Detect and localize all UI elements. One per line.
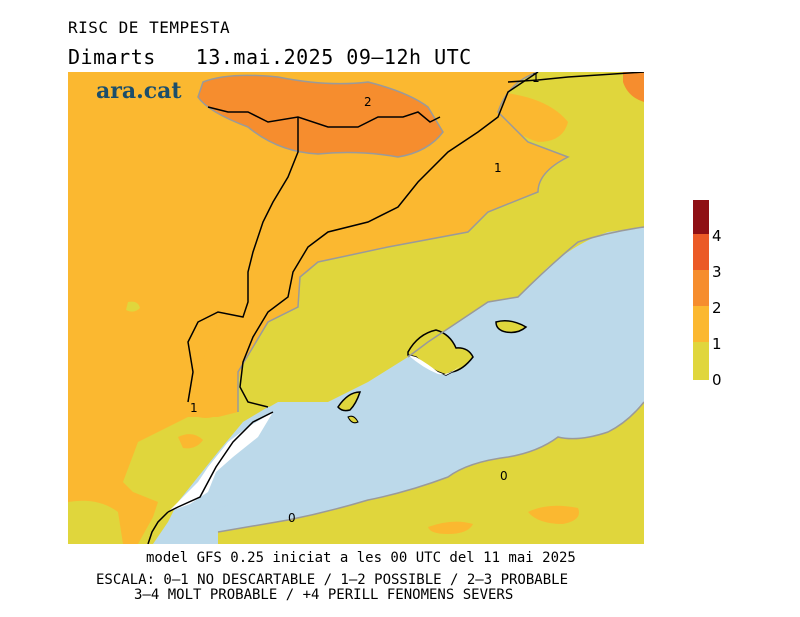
contour-label: 1 <box>190 401 198 415</box>
legend-label: 0 <box>712 371 722 389</box>
forecast-datetime: Dimarts 13.mai.2025 09–12h UTC <box>68 45 512 69</box>
legend-swatch-2-3 <box>693 270 709 306</box>
country-border <box>207 106 441 128</box>
risk-patch <box>126 301 140 312</box>
scale-description-2: 3–4 MOLT PROBABLE / +4 PERILL FENOMENS S… <box>134 587 514 603</box>
legend-swatch-0-1 <box>693 342 709 380</box>
chart-title: RISC DE TEMPESTA <box>68 18 231 37</box>
risk-area-level-2 <box>623 72 644 102</box>
risk-patch <box>68 500 123 544</box>
risk-patch <box>188 262 318 418</box>
legend-label: 2 <box>712 299 722 317</box>
sea <box>173 402 388 522</box>
forecast-day: Dimarts <box>68 45 156 69</box>
legend-swatch-1-2 <box>693 306 709 342</box>
border-east <box>507 72 644 83</box>
scale-description-1: ESCALA: 0–1 NO DESCARTABLE / 1–2 POSSIBL… <box>96 572 569 588</box>
island-formentera <box>347 415 359 424</box>
risk-patch <box>528 505 579 524</box>
model-info: model GFS 0.25 iniciat a les 00 UTC del … <box>146 550 576 566</box>
region-border <box>187 117 299 403</box>
risk-area-level-2 <box>198 75 443 157</box>
contour-label: 2 <box>364 95 372 109</box>
legend-colorbar <box>693 200 709 380</box>
legend-label: 4 <box>712 227 722 245</box>
coastline-south <box>167 411 274 513</box>
island-mallorca-blank <box>408 355 460 375</box>
forecast-time-range: 13.mai.2025 09–12h UTC <box>195 45 472 69</box>
contour-label: 1 <box>532 72 540 85</box>
island-menorca <box>495 320 528 334</box>
contour-label: 1 <box>494 161 502 175</box>
coastline-alicante <box>147 511 169 544</box>
legend-label: 1 <box>712 335 722 353</box>
legend-label: 3 <box>712 263 722 281</box>
island-ibiza <box>337 391 362 412</box>
storm-risk-map: 2 1 1 1 0 0 <box>68 72 644 544</box>
sea <box>168 532 218 544</box>
aracat-logo: ara.cat <box>96 78 182 104</box>
risk-patch <box>428 521 473 534</box>
legend-swatch-3-4 <box>693 234 709 270</box>
land-blank <box>168 412 273 512</box>
risk-patch <box>178 434 203 449</box>
legend-swatch-4-plus <box>693 200 709 234</box>
contour-label: 0 <box>500 469 508 483</box>
contour-label: 0 <box>288 511 296 525</box>
